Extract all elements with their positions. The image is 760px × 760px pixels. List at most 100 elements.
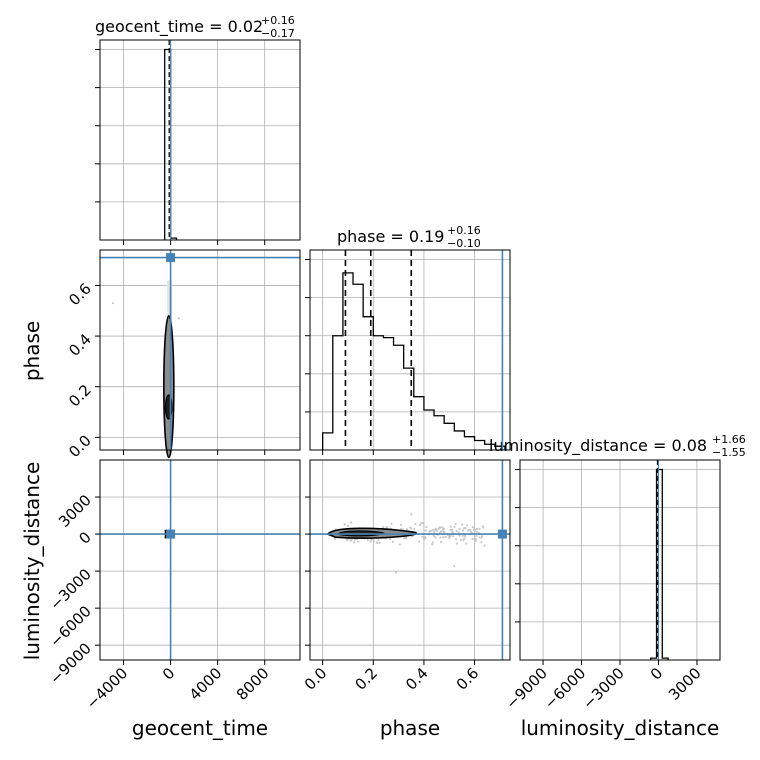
sample-point xyxy=(356,540,360,543)
sample-point xyxy=(475,527,479,531)
sample-point xyxy=(454,522,457,526)
sample-point xyxy=(391,540,395,543)
title-phase-sub: −0.10 xyxy=(447,237,481,250)
x-tick-label: −4000 xyxy=(83,664,132,713)
sample-point xyxy=(462,527,466,530)
truth-marker xyxy=(166,253,176,263)
sample-point xyxy=(436,529,439,532)
title-luminosity-distance-sub: −1.55 xyxy=(712,446,746,459)
title-geocent-time-sub: −0.17 xyxy=(261,27,295,40)
sample-point xyxy=(453,565,456,568)
title-luminosity-distance-main: luminosity_distance = 0.08 xyxy=(489,436,707,456)
sample-point xyxy=(366,538,369,542)
sample-point xyxy=(390,522,393,525)
sample-point xyxy=(462,538,465,542)
sample-point xyxy=(468,528,471,531)
sample-point xyxy=(434,527,437,530)
truth-marker xyxy=(497,529,507,539)
sample-point xyxy=(455,542,458,545)
sample-point xyxy=(459,538,463,541)
sample-point xyxy=(333,537,337,540)
sample-point xyxy=(475,530,478,533)
x-tick-label: 3000 xyxy=(665,664,705,704)
sample-point xyxy=(404,536,408,539)
sample-point xyxy=(458,534,461,537)
sample-point xyxy=(461,529,464,532)
sample-point xyxy=(438,526,441,530)
sample-point xyxy=(422,536,425,539)
sample-point xyxy=(449,534,452,537)
sample-point xyxy=(421,521,424,525)
density-contour-outer xyxy=(163,315,175,459)
sample-point xyxy=(111,302,115,305)
sample-point xyxy=(403,536,406,540)
x-tick-label: 0 xyxy=(647,664,666,683)
histogram-step xyxy=(650,468,669,660)
title-phase: phase = 0.19 xyxy=(337,227,444,246)
sample-point xyxy=(439,540,443,543)
x-tick-label: 0 xyxy=(159,664,178,683)
sample-point xyxy=(451,531,454,534)
hist-phase-panel xyxy=(305,249,511,455)
panel-frame xyxy=(519,459,721,661)
panel-frame xyxy=(309,459,511,661)
title-phase-main: phase = 0.19 xyxy=(337,227,444,246)
sample-point xyxy=(465,524,469,527)
sample-point xyxy=(458,527,461,530)
sample-point xyxy=(385,525,388,529)
sample-point xyxy=(350,521,353,524)
sample-point xyxy=(460,523,464,526)
sample-point xyxy=(434,536,437,539)
sample-point xyxy=(442,536,445,539)
sample-point xyxy=(480,541,483,544)
sample-point xyxy=(432,528,435,531)
title-luminosity-distance: luminosity_distance = 0.08 xyxy=(489,436,707,456)
sample-point xyxy=(478,527,481,530)
y-tick-label: 0.6 xyxy=(65,280,95,310)
sample-point xyxy=(398,543,402,546)
sample-point xyxy=(463,535,467,538)
sample-point xyxy=(474,538,477,541)
hist-geocent-time-panel xyxy=(95,39,301,245)
sample-point xyxy=(399,523,403,526)
sample-point xyxy=(377,538,380,541)
sample-point xyxy=(431,543,434,546)
sample-point xyxy=(418,540,421,543)
sample-point xyxy=(382,526,385,529)
scatter-geocent-time-vs-phase-panel: 0.0 0.2 0.4 0.6 xyxy=(65,249,301,461)
y-tick-label: 0.2 xyxy=(65,381,95,411)
sample-point xyxy=(443,531,446,534)
sample-point xyxy=(394,571,398,574)
x-tick-label: −6000 xyxy=(541,664,590,713)
sample-point xyxy=(372,539,376,543)
y-tick-label: 0 xyxy=(75,528,94,547)
sample-point xyxy=(413,528,416,531)
sample-point xyxy=(465,542,468,545)
x-tick-label: −3000 xyxy=(579,664,628,713)
sample-point xyxy=(353,538,356,541)
sample-point xyxy=(471,526,475,529)
sample-point xyxy=(422,538,426,541)
sample-point xyxy=(473,528,477,531)
y-tick-label: −3000 xyxy=(46,565,95,614)
sample-point xyxy=(425,526,428,529)
sample-point xyxy=(469,530,472,533)
xlabel-geocent-time: geocent_time xyxy=(132,716,268,740)
sample-point xyxy=(428,530,431,533)
sample-point xyxy=(457,531,460,534)
sample-point xyxy=(432,534,435,538)
title-geocent-time: geocent_time = 0.02 xyxy=(95,17,263,37)
sample-point xyxy=(478,536,481,539)
sample-point xyxy=(399,527,403,531)
y-tick-label: 3000 xyxy=(55,491,95,531)
y-tick-label: 0.0 xyxy=(65,431,95,461)
sample-point xyxy=(431,541,434,544)
sample-point xyxy=(481,525,484,528)
sample-point xyxy=(441,526,444,529)
sample-point xyxy=(439,536,442,539)
sample-point xyxy=(424,529,427,532)
panel-frame xyxy=(99,39,301,241)
